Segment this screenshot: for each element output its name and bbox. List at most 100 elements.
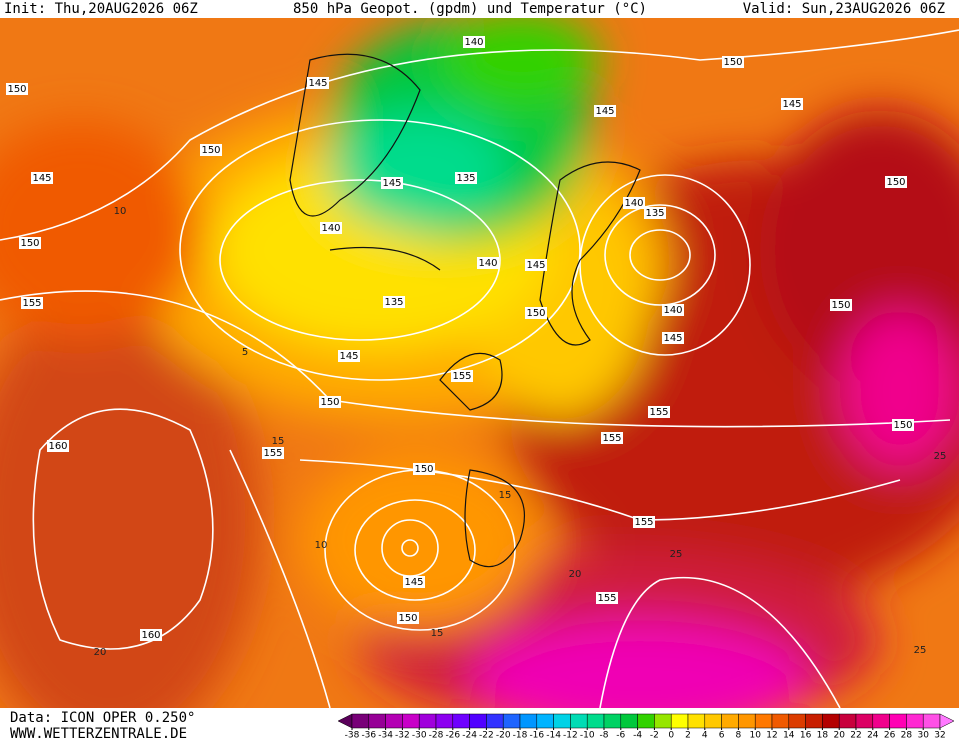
coastlines bbox=[289, 53, 641, 568]
colorbar-swatch bbox=[838, 713, 857, 729]
geopotential-label: 145 bbox=[382, 178, 401, 189]
geopotential-label: 140 bbox=[321, 223, 340, 234]
colorbar-label: -12 bbox=[563, 731, 578, 741]
colorbar-label: -18 bbox=[513, 731, 528, 741]
colorbar-label: -24 bbox=[462, 731, 477, 741]
label-box bbox=[525, 307, 547, 319]
website: WWW.WETTERZENTRALE.DE bbox=[10, 726, 187, 741]
label-box bbox=[594, 105, 616, 117]
label-box bbox=[320, 222, 342, 234]
geopotential-label: 150 bbox=[526, 308, 545, 319]
colorbar-label: 30 bbox=[917, 731, 929, 741]
geopotential-label: 155 bbox=[602, 433, 621, 444]
geopotential-label: 150 bbox=[320, 397, 339, 408]
label-box bbox=[338, 350, 360, 362]
label-box bbox=[885, 176, 907, 188]
colorbar-swatch bbox=[435, 713, 454, 729]
colorbar-swatch bbox=[385, 713, 403, 729]
colorbar-label: 10 bbox=[749, 731, 761, 741]
colorbar-label: -26 bbox=[445, 731, 460, 741]
geopotential-label: 135 bbox=[456, 173, 475, 184]
temperature-label: 15 bbox=[431, 628, 444, 639]
colorbar-label: 24 bbox=[867, 731, 879, 741]
temperature-label: 10 bbox=[315, 540, 328, 551]
geopotential-label: 145 bbox=[663, 333, 682, 344]
temperature-label: 20 bbox=[94, 647, 107, 658]
geopotential-label: 135 bbox=[645, 208, 664, 219]
label-box bbox=[596, 592, 618, 604]
geopotential-contours bbox=[0, 29, 959, 708]
label-box bbox=[892, 419, 914, 431]
colorbar-swatch bbox=[788, 713, 806, 729]
label-box bbox=[601, 432, 623, 444]
label-box bbox=[413, 463, 435, 475]
geopotential-label: 145 bbox=[526, 260, 545, 271]
colorbar-swatch bbox=[754, 713, 773, 729]
colorbar-label: -10 bbox=[580, 731, 595, 741]
geopotential-label: 145 bbox=[32, 173, 51, 184]
map-field bbox=[0, 18, 959, 708]
geopotential-label: 150 bbox=[414, 464, 433, 475]
colorbar-swatch bbox=[872, 713, 890, 729]
geopotential-label: 150 bbox=[723, 57, 742, 68]
colorbar-swatch bbox=[502, 713, 521, 729]
temperature-label: 25 bbox=[914, 645, 927, 656]
label-box bbox=[307, 77, 329, 89]
colorbar-label: -32 bbox=[395, 731, 410, 741]
colorbar: -38 -36 -34 -32 -30 -28 -26 -24 -22 -20 -18 -16 -14-… bbox=[337, 713, 955, 741]
temperature-label: 5 bbox=[242, 347, 248, 358]
label-box bbox=[6, 83, 28, 95]
geopotential-label: 155 bbox=[597, 593, 616, 604]
colorbar-swatch bbox=[603, 713, 622, 729]
colorbar-arrow bbox=[939, 713, 955, 729]
colorbar-swatch bbox=[570, 713, 588, 729]
colorbar-label: 14 bbox=[783, 731, 795, 741]
label-box bbox=[403, 576, 425, 588]
geopotential-label: 155 bbox=[634, 517, 653, 528]
geopotential-label: 155 bbox=[649, 407, 668, 418]
colorbar-swatch bbox=[469, 713, 487, 729]
geopotential-label: 140 bbox=[478, 258, 497, 269]
temperature-label: 10 bbox=[114, 206, 127, 217]
geopotential-label: 140 bbox=[624, 198, 643, 209]
colorbar-label: -16 bbox=[529, 731, 544, 741]
geopotential-label: 150 bbox=[7, 84, 26, 95]
colorbar-swatch bbox=[519, 713, 538, 729]
colorbar-label: -8 bbox=[600, 731, 609, 741]
colorbar-swatch bbox=[536, 713, 554, 729]
label-box bbox=[644, 207, 666, 219]
label-box bbox=[477, 257, 499, 269]
temperature-label: 20 bbox=[569, 569, 582, 580]
label-box bbox=[648, 406, 670, 418]
geopotential-label: 150 bbox=[893, 420, 912, 431]
colorbar-swatch bbox=[402, 713, 420, 729]
label-box bbox=[47, 440, 69, 452]
colorbar-swatch bbox=[670, 713, 689, 729]
valid-time: Valid: Sun,23AUG2026 06Z bbox=[743, 1, 945, 17]
label-box bbox=[455, 172, 477, 184]
label-box bbox=[830, 299, 852, 311]
colorbar-swatch bbox=[855, 713, 874, 729]
label-box bbox=[633, 516, 655, 528]
geopotential-label: 160 bbox=[141, 630, 160, 641]
geopotential-label: 155 bbox=[452, 371, 471, 382]
colorbar-label: 8 bbox=[736, 731, 742, 741]
colorbar-label: 32 bbox=[934, 731, 945, 741]
label-box bbox=[623, 197, 645, 209]
init-time: Init: Thu,20AUG2026 06Z bbox=[4, 1, 198, 17]
geopotential-label: 145 bbox=[339, 351, 358, 362]
geopotential-label: 150 bbox=[20, 238, 39, 249]
geopotential-label: 145 bbox=[404, 577, 423, 588]
colorbar-swatch bbox=[771, 713, 790, 729]
label-box bbox=[200, 144, 222, 156]
colorbar-swatch bbox=[654, 713, 672, 729]
colorbar-label: 18 bbox=[817, 731, 829, 741]
geopotential-label: 145 bbox=[595, 106, 614, 117]
map-title: 850 hPa Geopot. (gpdm) und Temperatur (°… bbox=[293, 1, 647, 17]
colorbar-swatch bbox=[368, 713, 386, 729]
label-box bbox=[662, 332, 684, 344]
geopotential-label: 140 bbox=[464, 37, 483, 48]
label-box bbox=[662, 304, 684, 316]
colorbar-swatch bbox=[418, 713, 437, 729]
